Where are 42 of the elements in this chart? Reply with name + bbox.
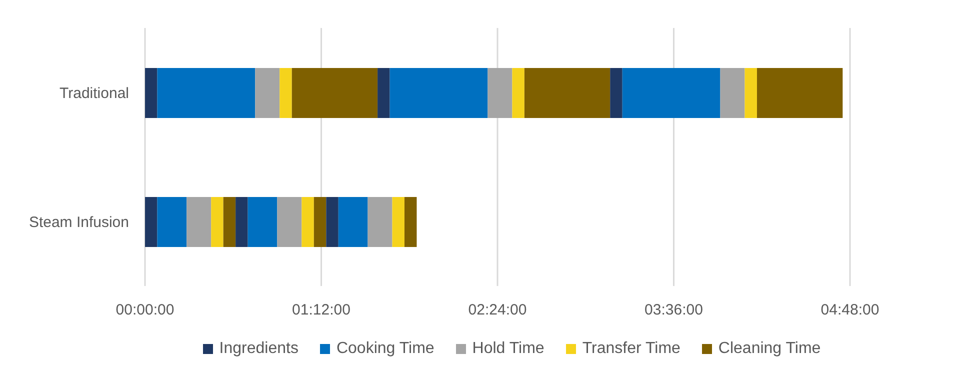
bar xyxy=(368,197,392,247)
bar xyxy=(524,68,610,118)
bar xyxy=(378,68,390,118)
bar xyxy=(236,197,248,247)
bar xyxy=(292,68,378,118)
bar xyxy=(280,68,292,118)
bar xyxy=(744,68,757,118)
x-tick-label: 01:12:00 xyxy=(292,302,350,319)
bar xyxy=(223,197,236,247)
bar xyxy=(392,197,404,247)
bar xyxy=(255,68,280,118)
bar xyxy=(145,68,158,118)
bar xyxy=(338,197,368,247)
bar xyxy=(390,68,488,118)
bar xyxy=(145,197,158,247)
y-tick-label: Traditional xyxy=(60,84,129,102)
legend-label: Ingredients xyxy=(218,340,298,358)
bar xyxy=(314,197,326,247)
x-tick-label: 04:48:00 xyxy=(820,302,880,319)
bar xyxy=(302,197,314,247)
bar xyxy=(211,197,224,247)
bar xyxy=(610,68,622,118)
legend-label: Cooking Time xyxy=(335,340,434,358)
x-tick-label: 00:00:00 xyxy=(116,302,174,319)
bar xyxy=(756,68,843,118)
bar xyxy=(157,197,187,247)
bar xyxy=(326,197,338,247)
bar xyxy=(622,68,720,118)
legend-label: Transfer Time xyxy=(581,340,680,358)
y-tick-label: Steam Infusion xyxy=(28,214,129,231)
bar xyxy=(186,197,212,247)
bar xyxy=(248,197,278,247)
bar xyxy=(720,68,745,118)
legend-label: Cleaning Time xyxy=(717,340,821,358)
legend-label: Hold Time xyxy=(471,340,544,358)
bar xyxy=(404,197,417,247)
bar xyxy=(277,197,302,247)
bar xyxy=(157,68,256,118)
x-tick-label: 02:24:00 xyxy=(468,302,527,319)
bar xyxy=(512,68,524,118)
x-tick-label: 03:36:00 xyxy=(644,302,703,319)
bar xyxy=(488,68,512,118)
